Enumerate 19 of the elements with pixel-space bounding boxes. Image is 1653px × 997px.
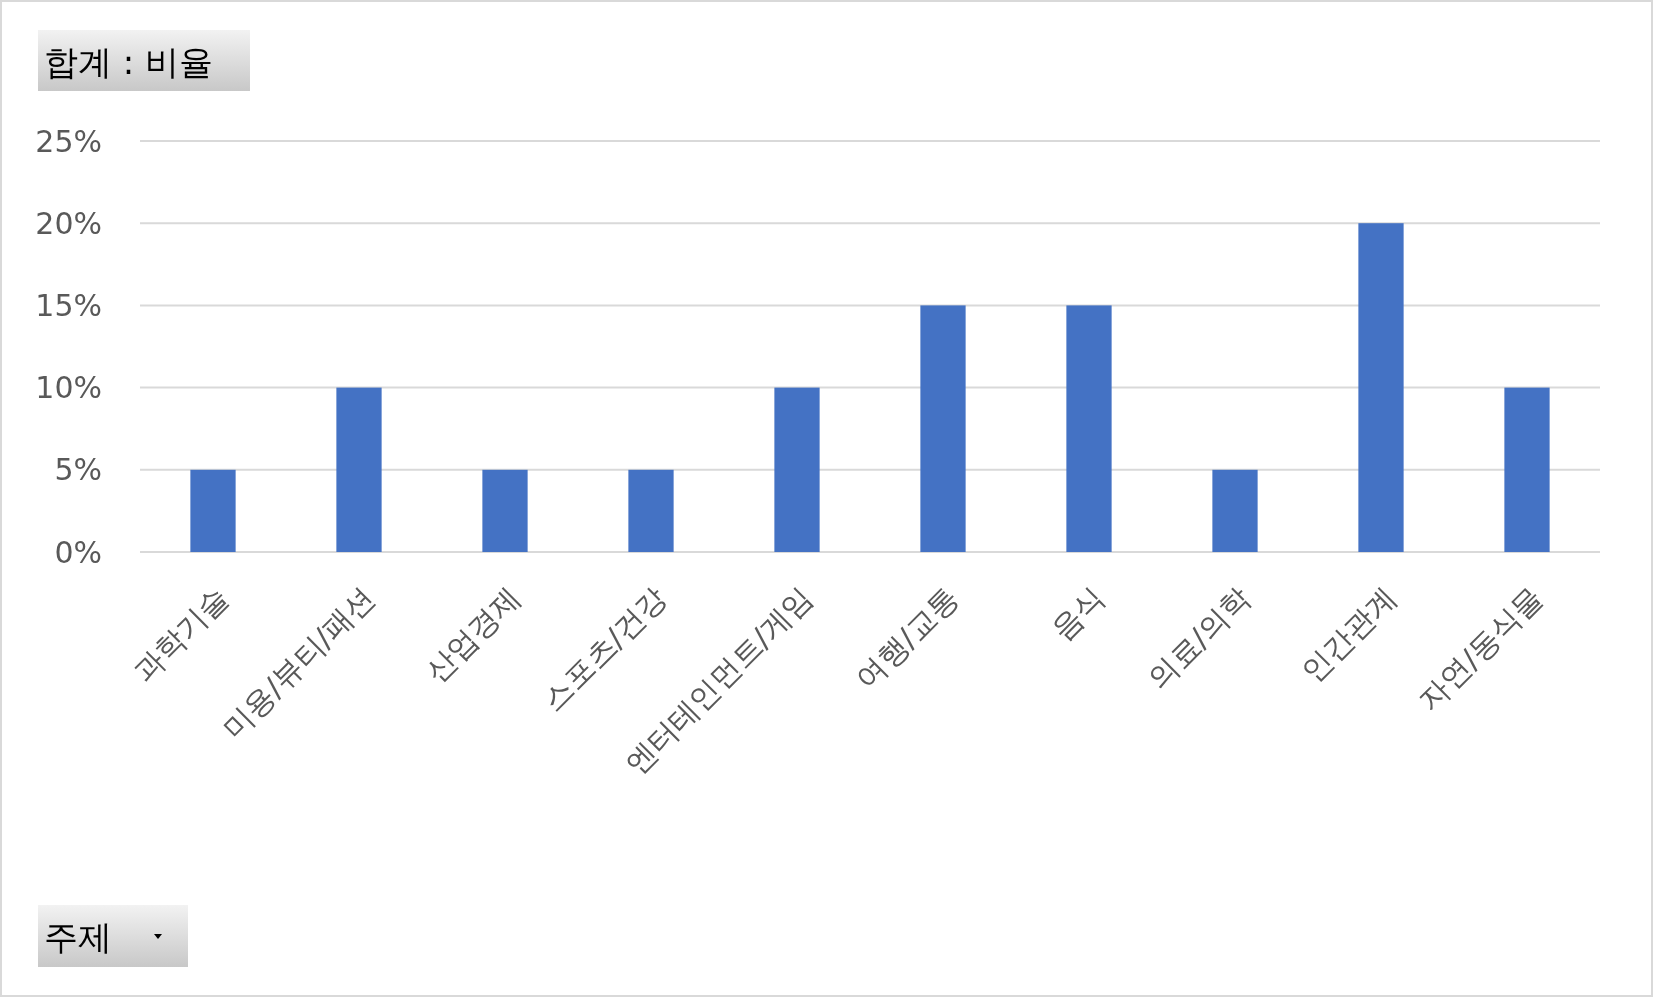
y-tick-label: 20% xyxy=(35,205,102,241)
text: 합계 : 비율 xyxy=(44,42,214,82)
bar xyxy=(1066,305,1112,552)
y-tick-label: 10% xyxy=(35,370,102,406)
y-tick-label: 0% xyxy=(54,534,102,570)
bar xyxy=(336,387,382,552)
y-tick-label: 15% xyxy=(35,287,102,323)
bar xyxy=(1504,387,1550,552)
bar xyxy=(190,469,236,552)
bar xyxy=(920,305,966,552)
y-tick-label: 25% xyxy=(35,123,102,159)
bar xyxy=(1212,469,1258,552)
text: 주제 xyxy=(44,917,112,957)
bar xyxy=(482,469,528,552)
bar xyxy=(1358,223,1404,552)
x-tick-label: 음식 xyxy=(1044,579,1112,647)
bar xyxy=(628,469,674,552)
y-tick-label: 5% xyxy=(54,452,102,488)
bar xyxy=(774,387,820,552)
